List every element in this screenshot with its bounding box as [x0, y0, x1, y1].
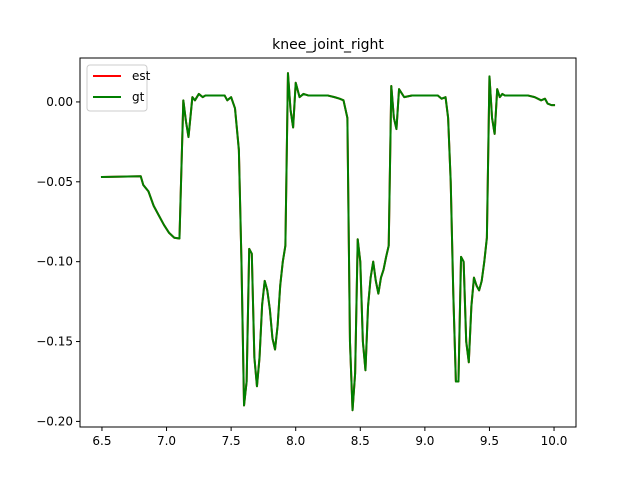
y-tick-label: −0.10: [36, 255, 73, 269]
plot-area: [80, 58, 576, 427]
x-axis: 6.5 7.0 7.5 8.0 8.5 9.0 9.5 10.0: [92, 427, 567, 448]
x-tick-label: 9.0: [415, 434, 434, 448]
x-tick-label: 7.0: [157, 434, 176, 448]
x-tick-label: 8.5: [351, 434, 370, 448]
axes-layer: [79, 57, 577, 428]
series-layer: [100, 72, 556, 412]
x-tick-label: 7.5: [222, 434, 241, 448]
y-tick-label: −0.20: [36, 414, 73, 428]
legend-label-est: est: [132, 69, 151, 83]
legend-label-gt: gt: [132, 90, 145, 104]
y-tick-label: −0.05: [36, 175, 73, 189]
legend: est gt: [86, 64, 151, 112]
chart-title: knee_joint_right: [272, 37, 384, 53]
y-axis: 0.00 −0.05 −0.10 −0.15 −0.20: [36, 95, 80, 428]
series-line-gt: [100, 72, 556, 412]
y-tick-label: −0.15: [36, 335, 73, 349]
axes-frame: [79, 57, 577, 428]
y-tick-label: 0.00: [46, 95, 73, 109]
x-tick-label: 9.5: [480, 434, 499, 448]
x-tick-label: 6.5: [92, 434, 111, 448]
x-tick-label: 10.0: [541, 434, 568, 448]
x-tick-label: 8.0: [286, 434, 305, 448]
